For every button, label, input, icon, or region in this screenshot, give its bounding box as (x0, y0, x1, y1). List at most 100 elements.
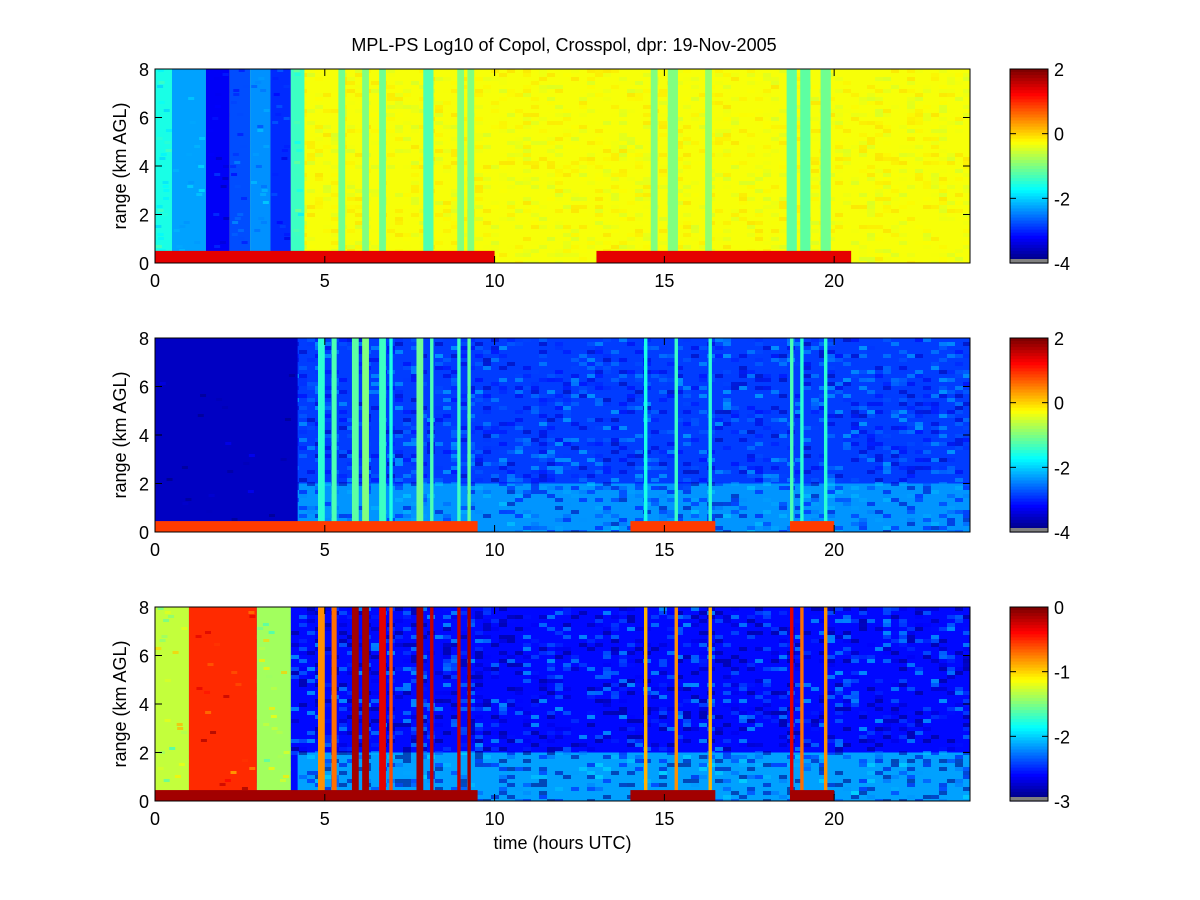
noise-cell (411, 506, 419, 510)
noise-cell (451, 149, 459, 153)
noise-cell (299, 350, 307, 354)
noise-cell (443, 165, 451, 169)
noise-cell (899, 502, 907, 506)
noise-cell (411, 731, 419, 735)
noise-cell (331, 205, 339, 209)
noise-cell (659, 145, 667, 149)
noise-cell (403, 474, 411, 478)
noise-cell (835, 113, 843, 117)
noise-cell (595, 370, 603, 374)
noise-cell (739, 374, 747, 378)
noise-cell (835, 181, 843, 185)
noise-cell (555, 394, 563, 398)
band-speckle (156, 205, 163, 208)
noise-cell (595, 93, 603, 97)
noise-cell (659, 370, 667, 374)
noise-cell (603, 370, 611, 374)
noise-cell (507, 510, 515, 514)
x-tick-label: 20 (824, 271, 844, 291)
noise-cell (931, 173, 939, 177)
noise-cell (811, 338, 819, 342)
noise-cell (475, 185, 483, 189)
noise-cell (955, 121, 963, 125)
band-speckle (160, 153, 167, 156)
noise-cell (955, 394, 963, 398)
noise-cell (595, 514, 603, 518)
noise-cell (803, 494, 811, 498)
noise-cell (435, 121, 443, 125)
noise-cell (347, 450, 355, 454)
noise-cell (299, 667, 307, 671)
noise-cell (371, 129, 379, 133)
noise-cell (883, 117, 891, 121)
noise-cell (443, 422, 451, 426)
noise-cell (627, 93, 635, 97)
noise-cell (523, 647, 531, 651)
noise-cell (779, 374, 787, 378)
noise-cell (491, 205, 499, 209)
noise-cell (507, 89, 515, 93)
noise-cell (339, 623, 347, 627)
noise-cell (507, 699, 515, 703)
noise-cell (947, 161, 955, 165)
noise-cell (475, 763, 483, 767)
noise-cell (843, 438, 851, 442)
noise-cell (795, 474, 803, 478)
noise-cell (355, 663, 363, 667)
noise-cell (827, 474, 835, 478)
noise-cell (339, 683, 347, 687)
noise-cell (507, 450, 515, 454)
noise-cell (955, 446, 963, 450)
noise-cell (715, 338, 723, 342)
noise-cell (819, 454, 827, 458)
noise-cell (899, 426, 907, 430)
noise-cell (771, 350, 779, 354)
noise-cell (587, 109, 595, 113)
noise-cell (611, 438, 619, 442)
noise-cell (891, 482, 899, 486)
noise-cell (939, 117, 947, 121)
band-speckle (234, 161, 241, 164)
noise-cell (731, 125, 739, 129)
noise-cell (475, 655, 483, 659)
noise-cell (451, 153, 459, 157)
noise-cell (419, 233, 427, 237)
noise-cell (963, 105, 970, 109)
noise-cell (891, 157, 899, 161)
noise-cell (387, 113, 395, 117)
noise-cell (571, 374, 579, 378)
noise-cell (291, 719, 299, 723)
noise-cell (443, 201, 451, 205)
noise-cell (883, 129, 891, 133)
noise-cell (907, 89, 915, 93)
noise-cell (539, 695, 547, 699)
band-speckle (198, 189, 205, 192)
noise-cell (403, 723, 411, 727)
noise-cell (515, 109, 523, 113)
noise-cell (643, 141, 651, 145)
noise-cell (667, 498, 675, 502)
data-band (379, 338, 386, 532)
band-speckle (284, 418, 291, 421)
noise-cell (523, 201, 531, 205)
noise-cell (635, 434, 643, 438)
noise-cell (763, 346, 771, 350)
noise-cell (731, 414, 739, 418)
band-speckle (162, 181, 169, 184)
noise-cell (395, 342, 403, 346)
noise-cell (395, 731, 403, 735)
noise-cell (835, 149, 843, 153)
noise-cell (443, 209, 451, 213)
noise-cell (539, 217, 547, 221)
noise-cell (475, 695, 483, 699)
noise-cell (691, 97, 699, 101)
noise-cell (643, 89, 651, 93)
noise-cell (323, 607, 331, 611)
noise-cell (411, 667, 419, 671)
noise-cell (755, 177, 763, 181)
noise-cell (523, 627, 531, 631)
noise-cell (947, 185, 955, 189)
noise-cell (795, 245, 803, 249)
noise-cell (371, 699, 379, 703)
noise-cell (675, 229, 683, 233)
